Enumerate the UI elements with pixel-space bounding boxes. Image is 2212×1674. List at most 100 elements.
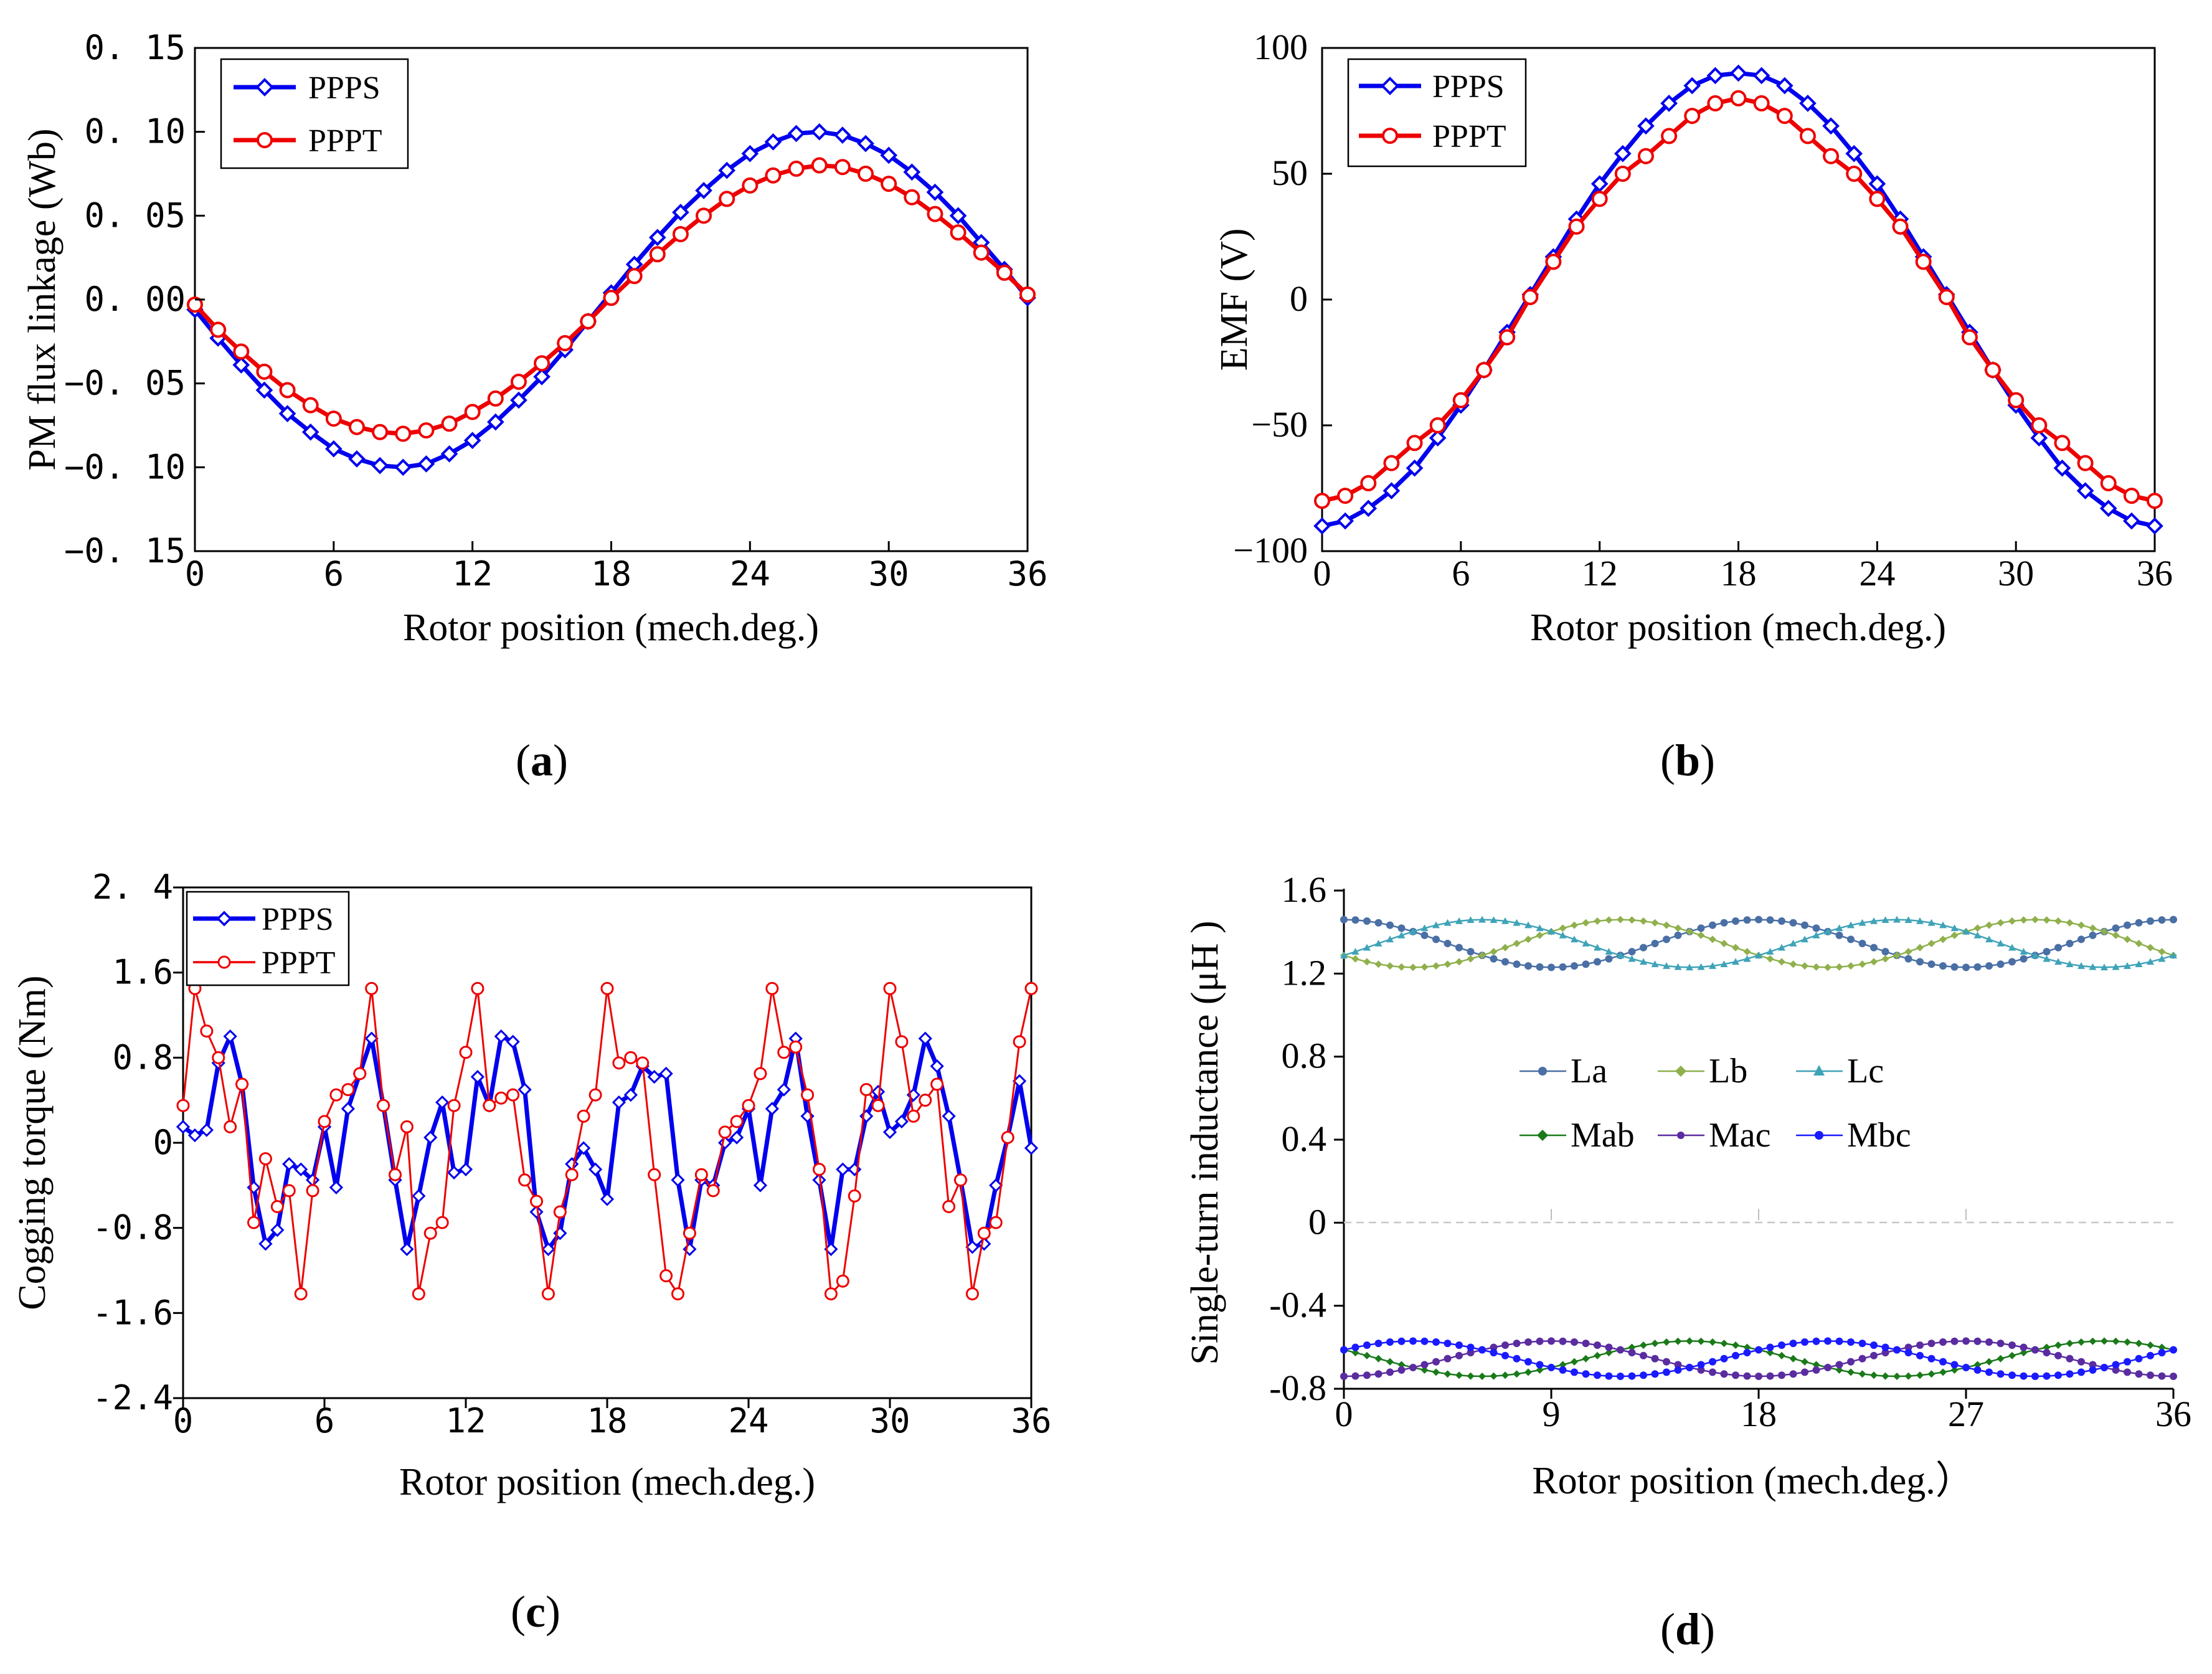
panel-a-caption: (a) — [516, 735, 568, 785]
panel-c-point-pppt — [907, 1109, 920, 1123]
panel-b-point-ppps — [2053, 459, 2071, 477]
panel-d-point-la — [1732, 917, 1739, 925]
panel-d-point-mac — [1835, 1361, 1843, 1369]
panel-d-point-lc — [2135, 960, 2143, 967]
panel-d-point-mac — [1766, 1372, 1774, 1380]
panel-c-point-ppps — [329, 1180, 344, 1194]
panel-d-point-lc — [1743, 955, 1751, 962]
panel-d-point-lb — [1582, 919, 1590, 927]
panel-a-point-ppps — [440, 445, 458, 463]
panel-a-point-pppt — [788, 160, 805, 177]
panel-d-point-lc — [1720, 960, 1728, 967]
panel-d-legend-item-lb: Lb — [1658, 1052, 1747, 1090]
panel-d-point-mab — [1847, 1368, 1855, 1376]
panel-a-legend-marker-ppps — [255, 78, 274, 97]
panel-b-point-pppt — [1892, 218, 1909, 235]
panel-b-point-pppt — [1846, 166, 1863, 182]
panel-d-point-lc — [1939, 921, 1947, 929]
panel-c-point-ppps — [894, 1114, 909, 1128]
panel-d-point-mac — [1374, 1370, 1382, 1378]
panel-d-point-mac — [1927, 1340, 1936, 1348]
panel-d-point-lb — [2135, 940, 2143, 947]
panel-d-point-lc — [1374, 940, 1382, 947]
panel-a-point-ppps — [325, 440, 343, 458]
panel-d-point-mac — [1962, 1337, 1970, 1345]
panel-d-point-mbc — [1363, 1341, 1371, 1349]
panel-d-point-lc — [2147, 958, 2154, 965]
panel-d-point-lb — [1628, 916, 1636, 924]
panel-d-point-lb — [1789, 960, 1797, 968]
panel-d-point-mbc — [1858, 1340, 1866, 1348]
panel-d-point-mab — [1973, 1361, 1982, 1369]
panel-d-point-mbc — [1444, 1340, 1452, 1348]
panel-d-legend-item-mac: Mac — [1658, 1116, 1771, 1155]
panel-d-point-mbc — [1985, 1368, 1993, 1376]
panel-d-point-lb — [1490, 948, 1498, 956]
panel-d-point-mbc — [2170, 1346, 2177, 1354]
panel-a-point-ppps — [301, 423, 319, 441]
panel-b-legend-label-ppps: PPPS — [1432, 69, 1505, 105]
panel-b-point-ppps — [2076, 482, 2094, 499]
panel-d-point-mac — [1720, 1370, 1728, 1378]
panel-d-point-la — [2124, 921, 2131, 929]
panel-c-x-tick-label: 0 — [173, 1401, 194, 1440]
panel-d-point-mac — [2170, 1373, 2177, 1380]
panel-c-point-pppt — [836, 1274, 849, 1288]
panel-d-point-mbc — [2124, 1358, 2131, 1366]
panel-d-point-mab — [1524, 1368, 1532, 1376]
panel-d-point-mab — [2077, 1338, 2085, 1346]
panel-a-series-layer — [186, 123, 1036, 476]
panel-a-point-ppps — [880, 146, 897, 164]
panel-d-series-markers-mac — [1340, 1337, 2177, 1380]
panel-c-point-ppps — [647, 1069, 661, 1084]
panel-b-legend-marker-ppps — [1381, 77, 1399, 95]
panel-d-point-mbc — [1709, 1358, 1716, 1366]
panel-d-point-mbc — [1640, 1371, 1647, 1379]
panel-d-point-lb — [1812, 963, 1820, 971]
panel-d-point-la — [1755, 915, 1762, 924]
panel-b-emf-chart: 0 6 12 18 24 30 36 100 50 0 −50 −100 PPPS PPPT Roto… — [1213, 27, 2173, 785]
panel-d-point-mbc — [1789, 1340, 1797, 1348]
panel-d-point-la — [1444, 940, 1452, 947]
panel-b-point-pppt — [2100, 475, 2117, 491]
panel-b-point-pppt — [1452, 392, 1469, 409]
panel-d-point-mab — [2124, 1338, 2131, 1346]
panel-d-point-lb — [1766, 955, 1774, 963]
panel-d-point-mbc — [1835, 1337, 1843, 1345]
panel-d-ticks-layer: 0 9 18 27 36 1.6 1.2 0.8 0.4 0 -0.4 -0.8 — [1269, 869, 2191, 1434]
panel-d-point-mbc — [1397, 1337, 1406, 1345]
panel-d-point-lb — [1732, 943, 1739, 952]
panel-b-point-ppps — [1799, 95, 1817, 112]
panel-d-point-mab — [1778, 1351, 1785, 1360]
panel-d-point-mbc — [2089, 1366, 2097, 1374]
panel-d-point-mab — [1870, 1371, 1878, 1379]
panel-d-point-lc — [1962, 927, 1970, 935]
panel-d-point-mbc — [2020, 1372, 2028, 1380]
panel-d-point-lb — [1973, 924, 1982, 932]
panel-d-point-mac — [1651, 1355, 1659, 1363]
panel-d-point-mab — [1927, 1370, 1936, 1378]
panel-d-point-mbc — [2077, 1368, 2085, 1376]
panel-c-point-pppt — [612, 1056, 626, 1070]
panel-d-point-la — [1962, 963, 1970, 972]
panel-d-point-mac — [1732, 1371, 1739, 1379]
panel-d-point-mbc — [1881, 1343, 1889, 1351]
panel-b-point-pppt — [1637, 148, 1654, 164]
panel-c-cogging-torque-chart: 0 6 12 18 24 30 36 2. 4 1.6 0.8 0 -0.8 -1.6 -2.4 PPPS… — [11, 868, 1052, 1637]
panel-c-x-tick-label: 12 — [445, 1401, 486, 1440]
panel-d-point-mac — [1594, 1341, 1601, 1349]
panel-d-point-mbc — [2101, 1363, 2108, 1371]
panel-d-point-lc — [1858, 919, 1866, 926]
panel-c-point-ppps — [187, 1128, 202, 1143]
panel-b-point-pppt — [1614, 166, 1631, 182]
panel-d-point-mac — [2031, 1346, 2039, 1354]
panel-b-point-pppt — [2054, 435, 2071, 452]
panel-d-point-lc — [1478, 915, 1486, 923]
panel-c-y-tick-label: 1.6 — [112, 953, 173, 992]
panel-a-point-ppps — [787, 125, 805, 143]
panel-d-point-la — [2043, 948, 2051, 956]
panel-d-point-lb — [1467, 955, 1475, 963]
panel-d-point-lc — [2031, 952, 2039, 958]
panel-d-point-mbc — [1801, 1338, 1808, 1346]
panel-d-legend-label-lc: Lc — [1847, 1052, 1884, 1090]
